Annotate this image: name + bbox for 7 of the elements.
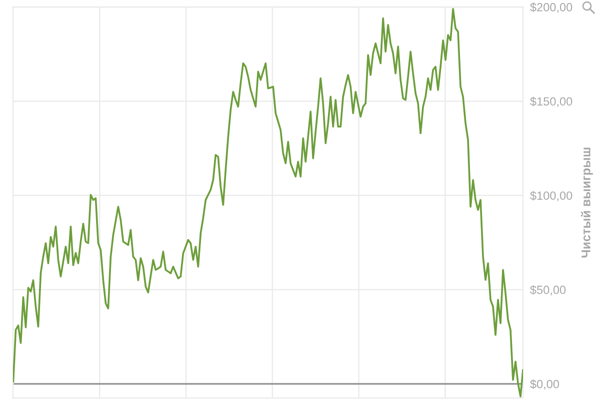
- y-tick-label: $0,00: [530, 379, 560, 390]
- y-tick-label: $200,00: [530, 2, 572, 13]
- line-series: [13, 8, 523, 398]
- y-tick-label: $50,00: [530, 285, 566, 296]
- y-tick-label: $150,00: [530, 96, 572, 108]
- y-tick-label: $100,00: [530, 190, 572, 202]
- y-axis-title: Чистый выигрыш: [580, 148, 593, 258]
